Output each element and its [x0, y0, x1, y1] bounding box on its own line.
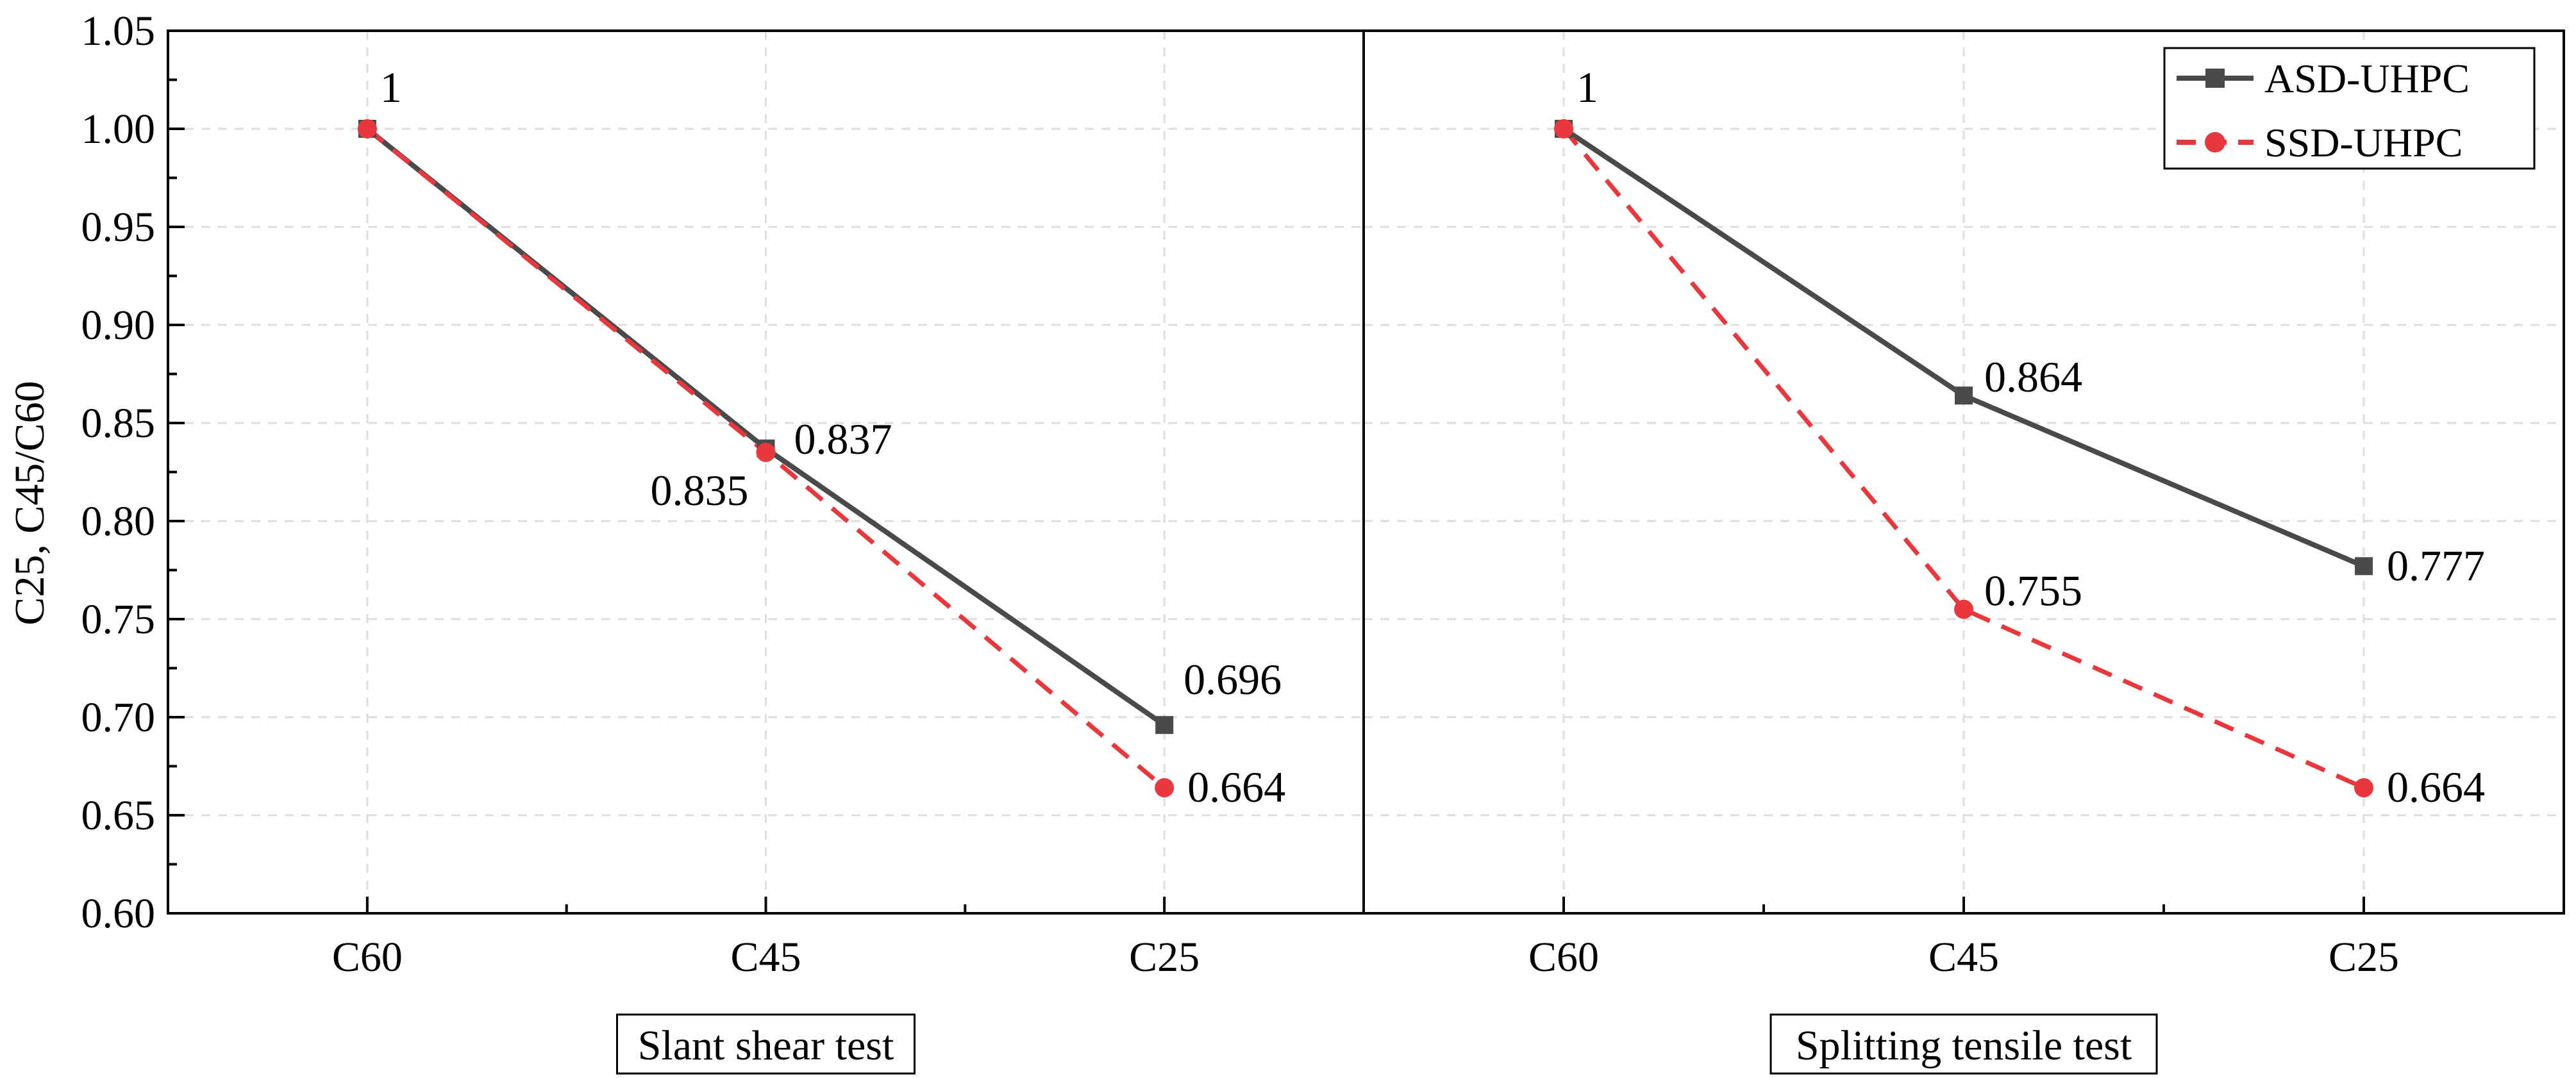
data-point-ssd	[1954, 599, 1973, 619]
data-point-ssd	[1554, 119, 1573, 138]
data-label-asd-uhpc: 1	[1577, 63, 1598, 112]
legend-label-asd: ASD-UHPC	[2264, 56, 2470, 101]
panel-title-box	[1769, 1013, 2158, 1075]
data-label-asd-uhpc: 0.696	[1183, 655, 1282, 704]
x-tick-label-c25: C25	[1129, 934, 1200, 981]
legend-box	[2163, 47, 2536, 170]
data-point-ssd	[756, 442, 776, 462]
data-label-ssd-uhpc: 0.664	[2387, 763, 2485, 811]
data-point-asd	[1955, 386, 1973, 405]
grid-layer	[168, 31, 2564, 913]
data-label-ssd-uhpc: 0.664	[1187, 763, 1285, 811]
y-tick-label: 0.95	[81, 204, 156, 251]
panel-title: Slant shear test	[638, 1022, 894, 1069]
data-label-asd-uhpc: 1	[380, 63, 402, 112]
series-layer	[357, 119, 2373, 798]
x-tick-label-c25: C25	[2329, 934, 2399, 981]
data-point-ssd	[357, 119, 377, 138]
y-tick-label: 0.70	[81, 694, 156, 741]
labels-layer: 0.60 0.65 0.70 0.75 0.80 0.85 0.90 0.95 1.00 1.05…	[81, 8, 2485, 1075]
y-tick-label: 0.65	[81, 792, 156, 839]
data-label-asd-uhpc: 0.837	[794, 415, 892, 463]
x-tick-label-c45: C45	[730, 934, 801, 981]
y-tick-label: 0.60	[81, 890, 156, 937]
data-label-ssd-uhpc: 0.835	[651, 466, 749, 515]
y-tick-label: 0.85	[81, 400, 156, 447]
legend: ASD-UHPC SSD-UHPC	[2163, 47, 2536, 170]
data-point-asd	[2355, 557, 2373, 576]
y-tick-label: 0.90	[81, 302, 156, 349]
data-point-ssd	[1155, 778, 1175, 798]
y-axis-title: C25, C45/C60	[6, 381, 53, 625]
x-tick-label-c60: C60	[1528, 934, 1599, 981]
axes-layer	[167, 29, 2565, 915]
data-label-asd-uhpc: 0.777	[2387, 541, 2485, 590]
y-tick-label: 0.75	[81, 596, 156, 643]
data-point-asd	[1155, 716, 1174, 734]
y-tick-label: 1.05	[81, 8, 156, 54]
x-tick-label-c45: C45	[1928, 934, 1999, 981]
legend-marker-ssd	[2205, 132, 2225, 153]
panel-title-box	[616, 1013, 916, 1075]
y-tick-label: 0.80	[81, 498, 156, 545]
y-tick-label: 1.00	[81, 106, 156, 153]
data-label-ssd-uhpc: 0.755	[1984, 567, 2082, 615]
panel-title: Splitting tensile test	[1796, 1022, 2132, 1069]
legend-marker-asd	[2205, 69, 2225, 88]
legend-label-ssd: SSD-UHPC	[2264, 120, 2463, 165]
x-tick-label-c60: C60	[332, 934, 403, 981]
data-point-ssd	[2354, 778, 2373, 798]
series-line-ssd-uhpc	[1562, 127, 2365, 790]
data-label-asd-uhpc: 0.864	[1984, 352, 2082, 401]
panel-frame	[1362, 29, 2565, 915]
